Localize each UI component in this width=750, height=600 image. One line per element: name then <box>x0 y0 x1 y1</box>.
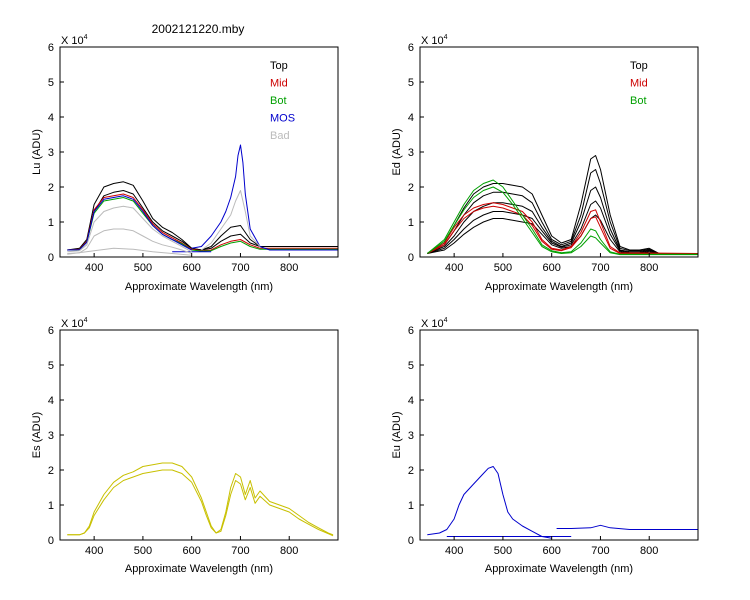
x-tick-label: 400 <box>85 262 103 274</box>
y-tick-label: 4 <box>408 395 414 407</box>
series-line-mid-6 <box>427 205 698 254</box>
exponent-label: X 104 <box>421 34 448 47</box>
x-tick-label: 400 <box>85 545 103 557</box>
x-axis-label: Approximate Wavelength (nm) <box>485 563 633 575</box>
y-tick-label: 5 <box>408 77 414 89</box>
x-tick-label: 800 <box>640 545 658 557</box>
y-tick-label: 6 <box>48 325 54 337</box>
y-tick-label: 3 <box>408 147 414 159</box>
series-line-bot-8 <box>427 186 698 256</box>
y-tick-label: 0 <box>408 252 414 264</box>
exponent-label: X 104 <box>421 317 448 330</box>
series-line-bad-10 <box>201 190 261 251</box>
x-tick-label: 700 <box>231 262 249 274</box>
x-tick-label: 700 <box>231 545 249 557</box>
x-tick-label: 800 <box>280 262 298 274</box>
x-tick-label: 700 <box>591 545 609 557</box>
y-tick-label: 3 <box>48 430 54 442</box>
plot-frame <box>59 46 339 258</box>
y-tick-label: 5 <box>48 360 54 372</box>
x-tick-label: 500 <box>494 262 512 274</box>
legend-entry-mos: MOS <box>270 113 295 125</box>
panel-eu: X 104 Eu (ADU) Approximate Wavelength (n… <box>391 317 699 575</box>
series-line-mid-2 <box>67 193 338 252</box>
y-tick-label: 1 <box>408 500 414 512</box>
y-axis-label: Eu (ADU) <box>391 411 403 458</box>
series-line-mos-5 <box>191 144 338 251</box>
y-tick-label: 1 <box>48 500 54 512</box>
series-line-top-2 <box>427 186 698 254</box>
x-tick-label: 600 <box>543 262 561 274</box>
plot-frame <box>59 329 339 541</box>
series-line-eu-2 <box>556 524 698 530</box>
series-line-mos-4 <box>67 195 192 251</box>
legend-entry-top: Top <box>630 60 648 72</box>
x-tick-label: 500 <box>494 545 512 557</box>
y-tick-label: 2 <box>48 182 54 194</box>
y-tick-label: 4 <box>48 112 54 124</box>
legend-entry-mid: Mid <box>630 78 648 90</box>
y-tick-label: 4 <box>408 112 414 124</box>
exponent-label: X 104 <box>61 317 88 330</box>
legend-entry-top: Top <box>270 60 288 72</box>
y-tick-label: 2 <box>408 465 414 477</box>
series-line-top-4 <box>427 214 698 254</box>
y-tick-label: 5 <box>408 360 414 372</box>
y-tick-label: 3 <box>408 430 414 442</box>
series-line-eu-0 <box>427 466 552 539</box>
series-line-mid-5 <box>427 202 699 254</box>
y-tick-label: 1 <box>408 217 414 229</box>
y-axis-label: Es (ADU) <box>31 412 43 458</box>
y-axis-label: Lu (ADU) <box>31 129 43 175</box>
x-tick-label: 500 <box>134 262 152 274</box>
y-tick-label: 0 <box>408 535 414 547</box>
y-tick-label: 2 <box>408 182 414 194</box>
y-axis-label: Ed (ADU) <box>391 128 403 175</box>
y-tick-label: 3 <box>48 147 54 159</box>
series-line-es-0 <box>67 462 334 536</box>
y-tick-label: 6 <box>48 42 54 54</box>
series-line-top-0 <box>67 181 338 251</box>
series-line-bot-3 <box>67 197 338 252</box>
legend-entry-bot: Bot <box>270 95 287 107</box>
panel-es: X 104 Es (ADU) Approximate Wavelength (n… <box>31 317 339 575</box>
x-axis-label: Approximate Wavelength (nm) <box>125 281 273 293</box>
y-tick-label: 4 <box>48 395 54 407</box>
x-tick-label: 500 <box>134 545 152 557</box>
x-tick-label: 800 <box>640 262 658 274</box>
legend-entry-bad: Bad <box>270 130 290 142</box>
figure-title: 2002121220.mby <box>152 22 245 36</box>
series-line-top-0 <box>427 155 698 254</box>
series-line-bot-7 <box>426 179 698 255</box>
series-line-top-1 <box>67 190 338 251</box>
y-tick-label: 1 <box>48 217 54 229</box>
x-axis-label: Approximate Wavelength (nm) <box>125 563 273 575</box>
y-tick-label: 0 <box>48 252 54 264</box>
y-tick-label: 2 <box>48 465 54 477</box>
series-line-bad-7 <box>67 205 192 253</box>
series-line-bad-8 <box>67 228 192 254</box>
x-tick-label: 400 <box>445 262 463 274</box>
y-tick-label: 6 <box>408 42 414 54</box>
x-tick-label: 600 <box>543 545 561 557</box>
x-tick-label: 600 <box>183 545 201 557</box>
x-tick-label: 700 <box>591 262 609 274</box>
x-tick-label: 400 <box>445 545 463 557</box>
legend-entry-mid: Mid <box>270 78 288 90</box>
exponent-label: X 104 <box>61 34 88 47</box>
y-tick-label: 5 <box>48 77 54 89</box>
panel-ed: X 104 Ed (ADU) Approximate Wavelength (n… <box>391 34 699 293</box>
panel-lu: X 104 Lu (ADU) Approximate Wavelength (n… <box>31 34 339 293</box>
series-line-bad-9 <box>67 247 192 256</box>
y-tick-label: 6 <box>408 325 414 337</box>
y-tick-label: 0 <box>48 535 54 547</box>
legend-entry-bot: Bot <box>630 95 647 107</box>
x-axis-label: Approximate Wavelength (nm) <box>485 281 633 293</box>
plot-frame <box>419 329 699 541</box>
x-tick-label: 600 <box>183 262 201 274</box>
series-line-es-1 <box>67 469 334 537</box>
x-tick-label: 800 <box>280 545 298 557</box>
series-line-top-1 <box>427 169 698 254</box>
